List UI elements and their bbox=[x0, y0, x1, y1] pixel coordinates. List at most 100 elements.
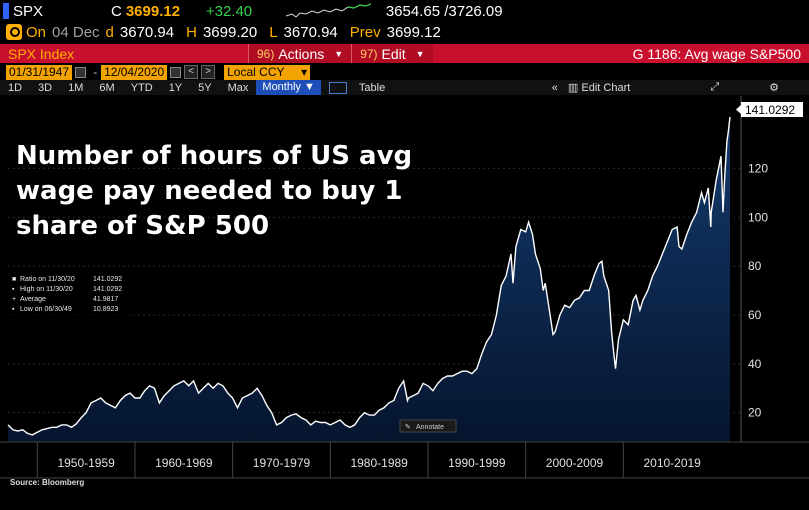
edit-label: Edit bbox=[381, 45, 406, 62]
prev-value: 3699.12 bbox=[386, 23, 441, 41]
currency-value: Local CCY bbox=[227, 64, 285, 79]
quote-date: 04 Dec bbox=[52, 23, 100, 41]
collapse-icon[interactable]: « bbox=[551, 81, 558, 94]
chart-title-line2: wage pay needed to buy 1 bbox=[16, 176, 402, 206]
intraday-sparkline bbox=[285, 3, 371, 18]
y-tick-label-60: 60 bbox=[748, 308, 762, 322]
y-tick-label-120: 120 bbox=[748, 161, 768, 175]
chevron-down-icon: ▼ bbox=[304, 81, 315, 93]
chevron-down-icon: ▼ bbox=[334, 48, 344, 59]
period-1d[interactable]: 1D bbox=[8, 81, 23, 94]
y-tick-label-80: 80 bbox=[748, 259, 762, 273]
chevron-right-icon[interactable]: > bbox=[201, 65, 216, 79]
graph-title: G 1186: Avg wage S&P500 bbox=[632, 45, 801, 62]
currency-select[interactable]: Local CCY ▾ bbox=[224, 64, 311, 80]
x-tick-label-1950: 1950-1959 bbox=[57, 456, 115, 470]
bar-chart-icon: ▥ bbox=[567, 82, 579, 94]
day-range: 3654.65 /3726.09 bbox=[385, 2, 503, 20]
command-bar: SPX Index 96) Actions ▼ 97) Edit ▼ G 118… bbox=[0, 44, 809, 63]
ticker-symbol[interactable]: SPX bbox=[13, 2, 44, 20]
chevron-down-icon: ▾ bbox=[301, 64, 308, 79]
period-5y[interactable]: 5Y bbox=[198, 81, 212, 94]
legend-marker: + bbox=[12, 296, 16, 303]
chart-tools: « ▥ Edit Chart ⤢ ⚙ bbox=[552, 81, 809, 94]
legend-value: 141.0292 bbox=[93, 286, 122, 293]
chevron-down-icon: ▼ bbox=[415, 48, 425, 59]
y-tick-label-20: 20 bbox=[748, 406, 762, 420]
open-label: d bbox=[105, 23, 114, 41]
calendar-icon[interactable] bbox=[170, 66, 182, 78]
last-label: C bbox=[111, 2, 122, 20]
end-date-field[interactable]: 12/04/2020 bbox=[101, 64, 168, 80]
edit-chart-label: Edit Chart bbox=[581, 82, 631, 94]
chevron-left-icon[interactable]: < bbox=[184, 65, 199, 79]
legend-value: 10.8923 bbox=[93, 306, 118, 313]
edit-chart-button[interactable]: ▥ Edit Chart bbox=[568, 81, 630, 94]
line-chart-icon[interactable] bbox=[328, 81, 347, 94]
open-value: 3670.94 bbox=[119, 23, 175, 41]
last-price: 3699.12 bbox=[125, 2, 181, 20]
clock-icon bbox=[6, 24, 22, 40]
y-tick-label-40: 40 bbox=[748, 357, 762, 371]
legend: ■ Ratio on 11/30/20 141.0292 ▪ High on 11/30… bbox=[8, 272, 134, 318]
on-label: On bbox=[26, 23, 47, 41]
ratio-series-line bbox=[7, 116, 731, 436]
prev-label: Prev bbox=[349, 23, 381, 41]
start-date-field[interactable]: 01/31/1947 bbox=[6, 64, 73, 80]
period-3d[interactable]: 3D bbox=[38, 81, 53, 94]
x-tick-label-1960: 1960-1969 bbox=[155, 456, 213, 470]
x-tick-label-1980: 1980-1989 bbox=[350, 456, 408, 470]
period-1y[interactable]: 1Y bbox=[168, 81, 183, 94]
quote-header: SPX C 3699.12 +32.40 3654.65 /3726.09 bbox=[0, 0, 809, 22]
actions-shortcut: 96) bbox=[257, 46, 275, 61]
edit-shortcut: 97) bbox=[360, 46, 378, 61]
chart-title-line1: Number of hours of US avg bbox=[16, 141, 412, 171]
legend-marker: ▪ bbox=[12, 306, 15, 313]
calendar-icon[interactable] bbox=[75, 66, 87, 78]
x-tick-label-1990: 1990-1999 bbox=[448, 456, 506, 470]
actions-label: Actions bbox=[278, 45, 325, 62]
table-button[interactable]: Table bbox=[358, 81, 386, 94]
legend-marker: ▪ bbox=[12, 286, 15, 293]
period-ytd[interactable]: YTD bbox=[130, 81, 153, 94]
low-value: 3670.94 bbox=[283, 23, 338, 41]
x-tick-label-2010: 2010-2019 bbox=[643, 456, 701, 470]
actions-menu-button[interactable]: 96) Actions ▼ bbox=[248, 44, 352, 63]
ratio-chart[interactable]: 20 40 60 80 100 120 1950-1959 1960-1969 1970-19… bbox=[0, 96, 809, 510]
legend-label: Low on 06/30/49 bbox=[20, 306, 72, 313]
period-6m[interactable]: 6M bbox=[99, 81, 115, 94]
legend-marker: ■ bbox=[12, 276, 16, 283]
high-value: 3699.20 bbox=[202, 23, 258, 41]
gear-icon[interactable]: ⚙ bbox=[769, 82, 779, 94]
y-axis-ticks: 20 40 60 80 100 120 bbox=[748, 161, 768, 419]
y-tick-label-100: 100 bbox=[748, 210, 768, 224]
date-range-bar: 01/31/1947 - 12/04/2020 < > Local CCY ▾ bbox=[0, 64, 809, 80]
edit-menu-button[interactable]: 97) Edit ▼ bbox=[351, 44, 433, 63]
chart-title-line3: share of S&P 500 bbox=[16, 211, 269, 241]
last-value-tag: 141.0292 bbox=[736, 102, 803, 117]
legend-label: Ratio on 11/30/20 bbox=[20, 276, 75, 283]
frequency-value: Monthly bbox=[262, 81, 301, 93]
last-value-label: 141.0292 bbox=[745, 103, 795, 117]
legend-value: 41.9817 bbox=[93, 296, 118, 303]
x-tick-label-1970: 1970-1979 bbox=[253, 456, 311, 470]
period-1m[interactable]: 1M bbox=[68, 81, 84, 94]
legend-label: High on 11/30/20 bbox=[20, 286, 73, 293]
high-label: H bbox=[186, 23, 197, 41]
ticker-indicator bbox=[3, 3, 9, 19]
pencil-icon: ✎ bbox=[405, 424, 411, 431]
period-toolbar: 1D 3D 1M 6M YTD 1Y 5Y Max Monthly ▼ Tabl… bbox=[0, 80, 809, 95]
security-title[interactable]: SPX Index bbox=[8, 45, 75, 62]
date-separator: - bbox=[93, 65, 98, 79]
frequency-select[interactable]: Monthly ▼ bbox=[256, 80, 321, 95]
annotate-button[interactable]: ✎ Annotate bbox=[399, 419, 457, 433]
annotate-label: Annotate bbox=[416, 424, 444, 431]
period-max[interactable]: Max bbox=[227, 81, 249, 94]
net-change: +32.40 bbox=[205, 2, 253, 20]
legend-value: 141.0292 bbox=[93, 276, 122, 283]
legend-label: Average bbox=[20, 296, 46, 303]
quote-details: On 04 Dec d 3670.94 H 3699.20 L 3670.94 … bbox=[0, 22, 809, 42]
x-tick-label-2000: 2000-2009 bbox=[546, 456, 604, 470]
expand-icon[interactable]: ⤢ bbox=[710, 81, 720, 93]
source-label: Source: Bloomberg bbox=[10, 478, 84, 487]
